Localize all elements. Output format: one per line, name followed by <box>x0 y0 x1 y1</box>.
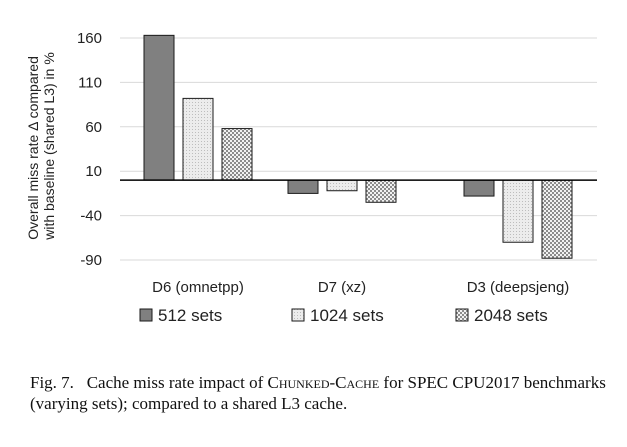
bar-2048-sets-1 <box>365 179 397 203</box>
y-tick-label: 160 <box>77 30 102 47</box>
bar-512-sets-2 <box>463 179 495 197</box>
caption-text-after: for SPEC CPU2017 benchmarks (varying set… <box>30 373 606 413</box>
y-tick-label: 110 <box>78 74 102 91</box>
bar-2048-sets-0 <box>221 128 253 181</box>
bar-1024-sets-1 <box>326 179 358 192</box>
bars <box>143 34 573 259</box>
legend-label: 1024 sets <box>310 306 384 325</box>
y-tick-label: -40 <box>80 208 102 225</box>
y-axis-ticks: 160 110 60 10 -40 -90 <box>77 30 102 269</box>
y-axis-label-line-1: Overall miss rate Δ compared <box>25 56 41 240</box>
legend-label: 512 sets <box>158 306 222 325</box>
y-tick-label: 60 <box>85 119 102 136</box>
y-axis-label: Overall miss rate Δ compared with baseli… <box>25 52 57 241</box>
legend-swatch <box>291 308 305 322</box>
bar-512-sets-1 <box>287 179 319 194</box>
y-tick-label: -90 <box>80 252 102 269</box>
legend: 512 sets 1024 sets 2048 sets <box>139 306 548 325</box>
category-label: D7 (xz) <box>318 279 366 296</box>
bar-1024-sets-2 <box>502 179 534 243</box>
caption-text-before: Cache miss rate impact of <box>86 373 264 392</box>
bar-512-sets-0 <box>143 34 175 181</box>
caption-name: Chunked-Cache <box>267 373 380 392</box>
bar-1024-sets-0 <box>182 97 214 181</box>
bar-2048-sets-2 <box>541 179 573 259</box>
y-tick-label: 10 <box>85 163 102 180</box>
chart: 160 110 60 10 -40 -90 D6 (omnetpp) D7 (xz) D3 (… <box>25 30 597 325</box>
category-label: D6 (omnetpp) <box>152 279 244 296</box>
caption-prefix: Fig. 7. <box>30 373 74 392</box>
y-axis-label-line-2: with baseline (shared L3) in % <box>41 52 57 241</box>
figure-caption: Fig. 7. Cache miss rate impact of Chunke… <box>30 372 610 414</box>
legend-swatch <box>455 308 469 322</box>
category-labels: D6 (omnetpp) D7 (xz) D3 (deepsjeng) <box>152 279 569 296</box>
category-label: D3 (deepsjeng) <box>467 279 570 296</box>
legend-swatch <box>139 308 153 322</box>
legend-label: 2048 sets <box>474 306 548 325</box>
